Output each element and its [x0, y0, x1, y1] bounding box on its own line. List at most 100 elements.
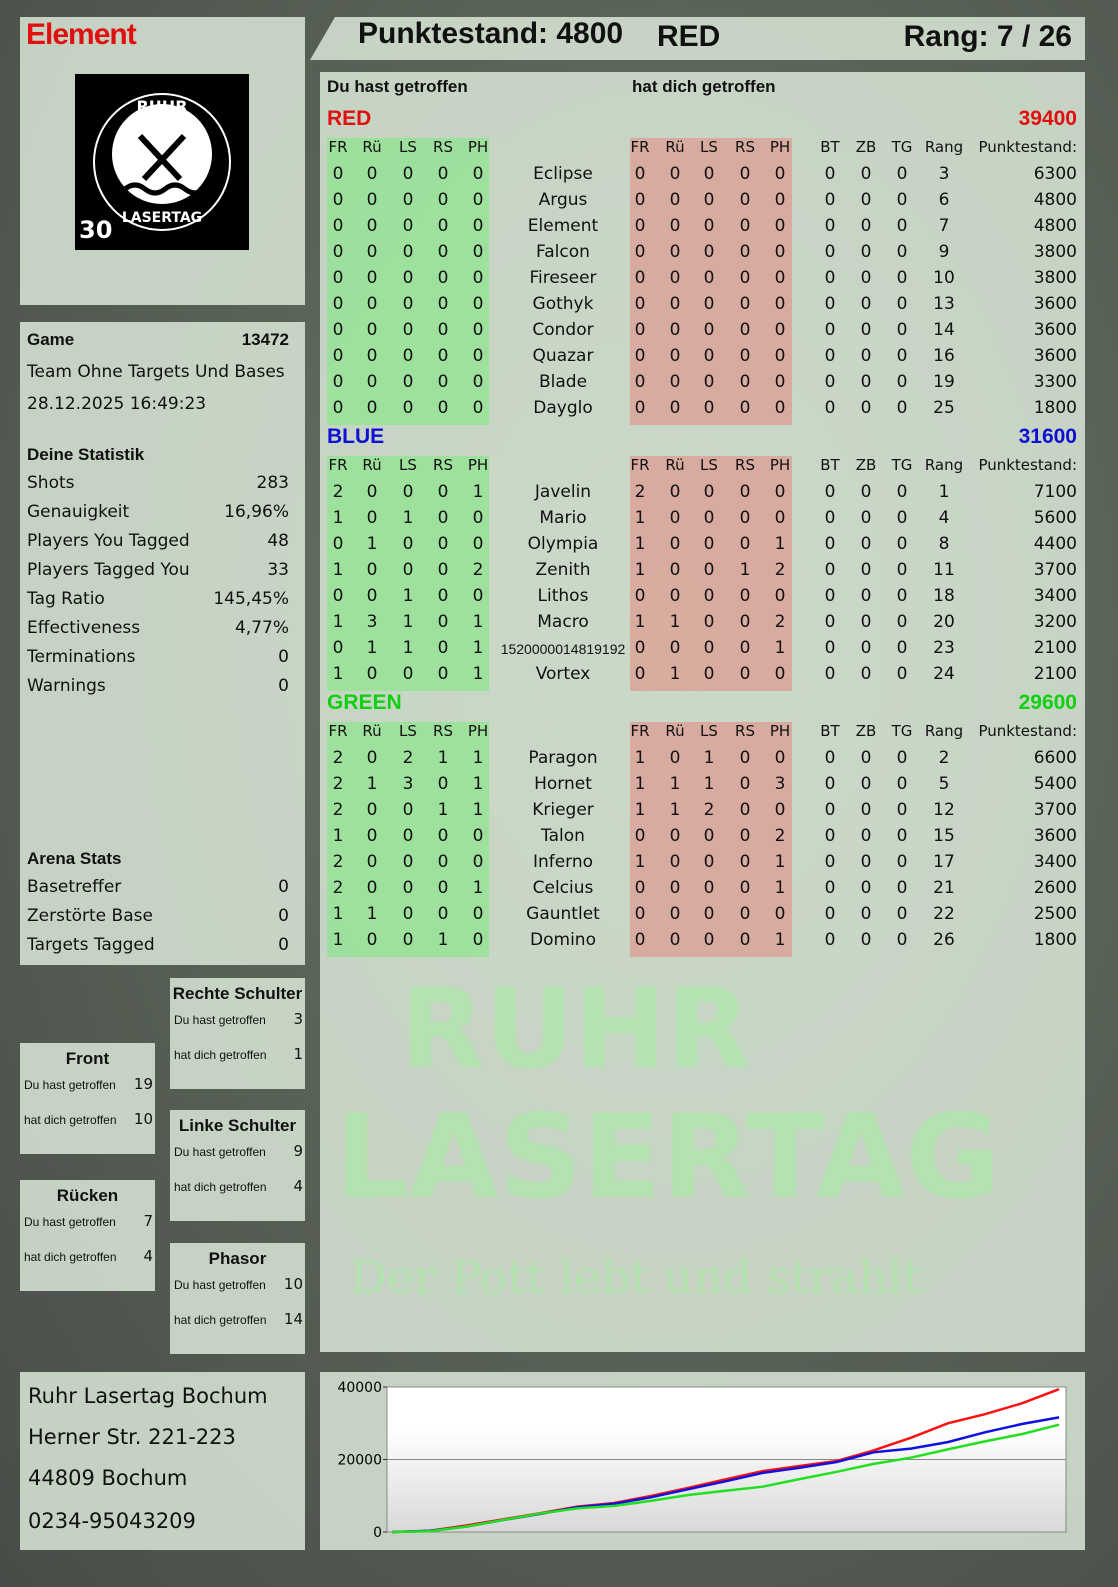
player-name-cell: Falcon	[536, 242, 590, 262]
stat-value: 283	[256, 473, 289, 493]
stat-cell: 0	[703, 586, 715, 606]
column-header: LS	[399, 138, 417, 156]
stat-cell: 0	[472, 268, 484, 288]
stat-cell: 0	[739, 216, 751, 236]
stat-cell: 1	[774, 878, 786, 898]
column-header: Rü	[665, 456, 685, 474]
stat-cell: 0	[402, 190, 414, 210]
stat-cell: 0	[437, 612, 449, 632]
stat-cell: 0	[402, 852, 414, 872]
stat-cell: 0	[860, 242, 872, 262]
stat-cell: 0	[437, 242, 449, 262]
stat-cell: 0	[774, 800, 786, 820]
arena-label: Basetreffer	[27, 877, 122, 897]
stat-cell: 1	[634, 800, 646, 820]
stat-cell: 11	[933, 560, 955, 580]
stat-cell: 0	[703, 398, 715, 418]
hit-box-title: Front	[65, 1049, 110, 1068]
hit-by-columns-bg	[630, 138, 792, 425]
stat-cell: 3	[938, 164, 950, 184]
stat-cell: 0	[824, 904, 836, 924]
column-header: PH	[769, 456, 791, 474]
stat-cell: 1	[472, 800, 484, 820]
player-name-cell: Zenith	[535, 560, 591, 580]
stat-cell: 1	[634, 612, 646, 632]
stat-cell: 0	[824, 638, 836, 658]
stat-cell: 0	[896, 190, 908, 210]
stat-cell: 0	[332, 586, 344, 606]
score-cell: 2100	[1033, 638, 1077, 658]
stat-cell: 1	[634, 534, 646, 554]
hit-box-linke-schulter: Linke Schulter Du hast getroffen 9 hat dich…	[170, 1110, 305, 1221]
stat-cell: 0	[669, 190, 681, 210]
stat-label: Tag Ratio	[27, 589, 105, 609]
stat-cell: 0	[824, 826, 836, 846]
stat-cell: 0	[402, 164, 414, 184]
stat-cell: 0	[669, 878, 681, 898]
stat-cell: 0	[703, 164, 715, 184]
hit-by-value: 14	[283, 1310, 303, 1328]
stat-cell: 1	[669, 800, 681, 820]
stat-cell: 0	[669, 398, 681, 418]
stat-cell: 0	[824, 216, 836, 236]
stat-cell: 0	[332, 216, 344, 236]
stat-cell: 0	[860, 904, 872, 924]
stat-cell: 0	[824, 586, 836, 606]
stat-cell: 0	[402, 826, 414, 846]
column-header: Rü	[665, 722, 685, 740]
stats-panel	[20, 322, 305, 965]
stat-cell: 0	[437, 534, 449, 554]
series-line-2	[391, 1423, 1060, 1534]
stat-cell: 0	[703, 294, 715, 314]
stat-cell: 0	[824, 190, 836, 210]
stat-cell: 0	[669, 904, 681, 924]
stat-cell: 0	[366, 216, 378, 236]
stat-cell: 0	[634, 904, 646, 924]
stat-cell: 1	[634, 774, 646, 794]
stat-cell: 1	[669, 612, 681, 632]
stat-cell: 0	[739, 826, 751, 846]
stat-cell: 0	[739, 242, 751, 262]
stat-cell: 0	[774, 664, 786, 684]
player-name-cell: Element	[527, 216, 599, 236]
stat-cell: 0	[739, 534, 751, 554]
stat-cell: 0	[366, 930, 378, 950]
stat-cell: 1	[332, 930, 344, 950]
stat-cell: 0	[774, 164, 786, 184]
stat-cell: 0	[703, 904, 715, 924]
stat-cell: 0	[669, 638, 681, 658]
stat-cell: 0	[366, 664, 378, 684]
column-header: PH	[467, 138, 489, 156]
stat-cell: 1	[634, 748, 646, 768]
hit-label: Du hast getroffen	[327, 77, 468, 96]
hit-value: 10	[283, 1275, 303, 1293]
stat-cell: 0	[774, 242, 786, 262]
column-header-score: Punktestand:	[978, 722, 1077, 740]
stat-cell: 21	[933, 878, 955, 898]
stat-cell: 0	[472, 904, 484, 924]
stat-cell: 0	[896, 904, 908, 924]
stat-cell: 0	[703, 878, 715, 898]
stat-label: Shots	[27, 473, 75, 493]
stat-cell: 0	[634, 372, 646, 392]
stat-cell: 1	[472, 638, 484, 658]
stat-cell: 0	[703, 826, 715, 846]
column-header: FR	[328, 138, 348, 156]
player-name-cell: Lithos	[537, 586, 589, 606]
player-name-cell: Celcius	[532, 878, 594, 898]
stat-cell: 0	[437, 346, 449, 366]
column-header: LS	[700, 722, 718, 740]
stat-cell: 7	[938, 216, 950, 236]
stat-cell: 0	[669, 586, 681, 606]
stat-cell: 1	[332, 560, 344, 580]
arena-value: 0	[278, 906, 289, 926]
player-name-cell: Vortex	[535, 664, 591, 684]
stat-cell: 0	[402, 930, 414, 950]
stat-cell: 0	[634, 268, 646, 288]
stat-cell: 0	[437, 482, 449, 502]
hit-by-value: 4	[143, 1247, 153, 1265]
stat-cell: 1	[472, 664, 484, 684]
svg-text:LASERTAG: LASERTAG	[122, 210, 202, 226]
stat-cell: 2	[332, 774, 344, 794]
stat-cell: 0	[739, 638, 751, 658]
